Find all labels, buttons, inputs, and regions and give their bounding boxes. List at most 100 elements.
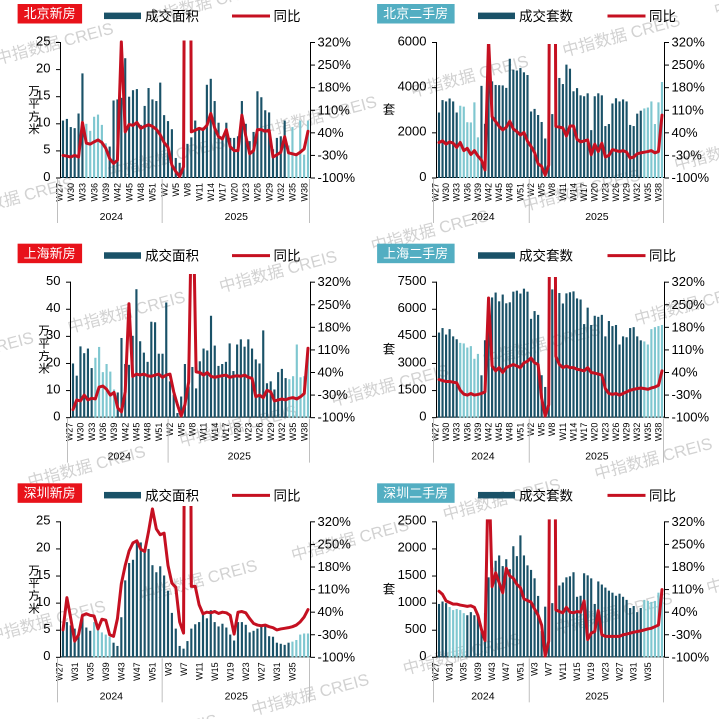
- svg-text:30: 30: [46, 327, 60, 342]
- svg-text:50: 50: [46, 273, 60, 288]
- svg-text:W35: W35: [288, 423, 298, 442]
- svg-text:250%: 250%: [318, 57, 352, 72]
- svg-text:W19: W19: [586, 662, 596, 681]
- svg-text:2024: 2024: [471, 451, 495, 463]
- svg-text:W8: W8: [547, 423, 557, 437]
- svg-text:W26: W26: [253, 183, 263, 202]
- svg-text:3000: 3000: [398, 354, 427, 369]
- svg-text:同比: 同比: [274, 9, 301, 24]
- svg-text:W11: W11: [558, 662, 568, 680]
- svg-text:2024: 2024: [471, 211, 495, 223]
- svg-text:W36: W36: [89, 183, 99, 202]
- svg-text:0: 0: [53, 408, 60, 423]
- svg-text:180%: 180%: [318, 559, 352, 574]
- svg-text:W38: W38: [653, 183, 663, 202]
- svg-text:250%: 250%: [672, 57, 706, 72]
- svg-text:W29: W29: [622, 423, 632, 442]
- svg-text:W51: W51: [154, 423, 164, 442]
- svg-text:W2: W2: [165, 423, 175, 437]
- svg-text:W35: W35: [459, 662, 469, 681]
- svg-text:-30%: -30%: [672, 387, 703, 402]
- svg-text:W45: W45: [124, 183, 134, 202]
- svg-text:2025: 2025: [585, 690, 609, 702]
- svg-text:-100%: -100%: [672, 410, 710, 425]
- svg-text:W27: W27: [430, 423, 440, 442]
- svg-text:北京新房: 北京新房: [24, 6, 76, 21]
- svg-text:W48: W48: [136, 183, 146, 202]
- svg-text:W5: W5: [537, 423, 547, 437]
- svg-text:320%: 320%: [318, 35, 352, 50]
- svg-text:W31: W31: [629, 662, 639, 681]
- svg-text:同比: 同比: [649, 249, 676, 264]
- svg-text:25: 25: [36, 33, 50, 48]
- svg-text:110%: 110%: [318, 582, 351, 597]
- svg-text:W32: W32: [277, 423, 287, 442]
- svg-text:0: 0: [419, 408, 426, 423]
- svg-text:W20: W20: [590, 423, 600, 442]
- svg-text:110%: 110%: [318, 342, 351, 357]
- svg-text:W26: W26: [611, 183, 621, 202]
- svg-text:W51: W51: [148, 183, 158, 202]
- svg-text:W15: W15: [210, 662, 220, 681]
- svg-text:320%: 320%: [318, 274, 352, 289]
- svg-text:-100%: -100%: [672, 649, 710, 664]
- svg-text:W48: W48: [505, 423, 515, 442]
- svg-text:平: 平: [28, 99, 40, 111]
- svg-text:W11: W11: [558, 423, 568, 441]
- svg-text:米: 米: [28, 123, 40, 136]
- svg-text:W14: W14: [206, 183, 216, 202]
- svg-text:2024: 2024: [100, 211, 124, 223]
- svg-text:W38: W38: [299, 183, 309, 202]
- svg-text:W2: W2: [526, 423, 536, 437]
- svg-text:W20: W20: [232, 423, 242, 442]
- svg-text:W36: W36: [462, 183, 472, 202]
- svg-text:W11: W11: [194, 662, 204, 680]
- svg-text:4500: 4500: [398, 327, 427, 342]
- svg-text:1500: 1500: [398, 381, 427, 396]
- svg-text:2024: 2024: [100, 690, 124, 702]
- svg-text:W31: W31: [70, 662, 80, 681]
- svg-text:米: 米: [38, 363, 50, 376]
- svg-text:40%: 40%: [318, 604, 344, 619]
- svg-text:2024: 2024: [108, 451, 132, 463]
- svg-text:2025: 2025: [225, 211, 249, 223]
- svg-text:W27: W27: [257, 662, 267, 681]
- svg-text:W43: W43: [487, 662, 497, 681]
- svg-text:1000: 1000: [398, 594, 427, 609]
- svg-text:W36: W36: [98, 423, 108, 442]
- svg-text:W39: W39: [101, 183, 111, 202]
- svg-text:5: 5: [43, 621, 50, 636]
- svg-text:深圳二手房: 深圳二手房: [383, 486, 448, 501]
- svg-text:1500: 1500: [398, 567, 427, 582]
- svg-text:W3: W3: [530, 662, 540, 676]
- svg-text:W48: W48: [505, 183, 515, 202]
- svg-text:-30%: -30%: [672, 147, 703, 162]
- svg-text:180%: 180%: [318, 319, 352, 334]
- svg-text:W27: W27: [64, 423, 74, 442]
- svg-text:2024: 2024: [471, 690, 495, 702]
- svg-text:2000: 2000: [398, 540, 427, 555]
- svg-text:W17: W17: [579, 183, 589, 202]
- svg-text:W47: W47: [501, 662, 511, 681]
- svg-text:180%: 180%: [672, 319, 706, 334]
- svg-text:成交面积: 成交面积: [145, 8, 199, 24]
- svg-text:W8: W8: [188, 423, 198, 437]
- svg-text:5: 5: [43, 142, 50, 157]
- svg-text:W8: W8: [183, 183, 193, 197]
- svg-text:40%: 40%: [318, 125, 344, 140]
- svg-text:米: 米: [28, 602, 40, 615]
- svg-text:15: 15: [36, 567, 50, 582]
- svg-text:W27: W27: [54, 183, 64, 202]
- svg-text:250%: 250%: [672, 297, 706, 312]
- svg-text:40%: 40%: [672, 125, 698, 140]
- svg-text:W17: W17: [218, 183, 228, 202]
- svg-text:20: 20: [36, 60, 50, 75]
- svg-text:W42: W42: [484, 423, 494, 442]
- svg-text:W45: W45: [494, 183, 504, 202]
- svg-text:W33: W33: [452, 423, 462, 442]
- svg-text:W3: W3: [163, 662, 173, 676]
- svg-text:W30: W30: [76, 423, 86, 442]
- svg-text:W11: W11: [558, 183, 568, 201]
- svg-text:320%: 320%: [672, 514, 706, 529]
- svg-text:W5: W5: [537, 183, 547, 197]
